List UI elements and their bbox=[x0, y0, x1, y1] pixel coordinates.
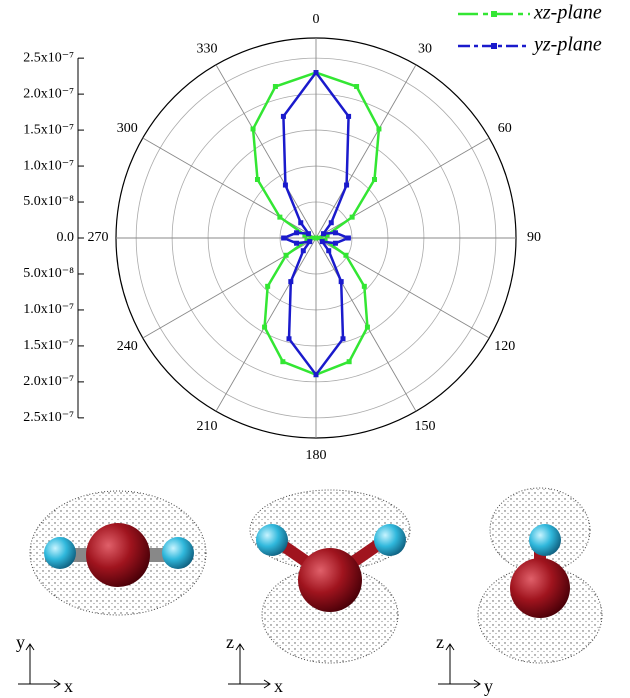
theta-tick-label: 210 bbox=[197, 419, 218, 434]
marker bbox=[343, 253, 348, 258]
marker bbox=[362, 284, 367, 289]
legend-marker bbox=[491, 43, 497, 49]
marker bbox=[321, 231, 326, 236]
legend-marker bbox=[491, 11, 497, 17]
marker bbox=[251, 126, 256, 131]
marker bbox=[333, 241, 338, 246]
theta-tick-label: 0 bbox=[313, 12, 320, 27]
marker bbox=[365, 325, 370, 330]
hydrogen-atom bbox=[44, 537, 76, 569]
marker bbox=[314, 372, 319, 377]
marker bbox=[277, 215, 282, 220]
oxygen-atom bbox=[298, 548, 362, 612]
axis-label: x bbox=[64, 676, 73, 696]
marker bbox=[307, 239, 312, 244]
polar-plot: 0 30 60 90 120 150 180 210 240 270 300 330 0.0 5.0x10… bbox=[23, 12, 541, 463]
marker bbox=[283, 183, 288, 188]
marker bbox=[287, 336, 292, 341]
theta-tick-label: 180 bbox=[306, 448, 327, 463]
marker bbox=[333, 230, 338, 235]
axis-arrow bbox=[228, 644, 270, 688]
marker bbox=[329, 220, 334, 225]
marker bbox=[288, 279, 293, 284]
hydrogen-atom bbox=[374, 524, 406, 556]
r-tick-label: 0.0 bbox=[57, 230, 75, 245]
axis-label: y bbox=[484, 676, 493, 696]
oxygen-atom bbox=[510, 558, 570, 618]
r-tick-label: 1.0x10⁻⁷ bbox=[23, 158, 74, 173]
marker bbox=[281, 236, 286, 241]
r-tick-label: 1.5x10⁻⁷ bbox=[23, 338, 74, 353]
theta-tick-label: 330 bbox=[197, 41, 218, 56]
marker bbox=[376, 126, 381, 131]
theta-tick-label: 120 bbox=[494, 339, 515, 354]
molecule-panels bbox=[30, 488, 602, 663]
hydrogen-atom bbox=[256, 524, 288, 556]
marker bbox=[265, 284, 270, 289]
r-tick-label: 2.0x10⁻⁷ bbox=[23, 86, 74, 101]
theta-tick-label: 240 bbox=[117, 339, 138, 354]
r-tick-label: 2.5x10⁻⁷ bbox=[23, 50, 74, 65]
r-tick-label: 1.0x10⁻⁷ bbox=[23, 302, 74, 317]
legend-label: yz-plane bbox=[532, 34, 602, 56]
marker bbox=[372, 177, 377, 182]
theta-tick-label: 90 bbox=[527, 230, 541, 245]
marker bbox=[350, 215, 355, 220]
r-tick-label: 5.0x10⁻⁸ bbox=[23, 266, 74, 281]
marker bbox=[354, 84, 359, 89]
theta-tick-label: 150 bbox=[415, 419, 436, 434]
marker bbox=[347, 359, 352, 364]
marker bbox=[284, 253, 289, 258]
marker bbox=[320, 239, 325, 244]
axis-label: z bbox=[436, 632, 444, 652]
marker bbox=[346, 236, 351, 241]
marker bbox=[294, 241, 299, 246]
marker bbox=[255, 177, 260, 182]
figure: 0 30 60 90 120 150 180 210 240 270 300 330 0.0 5.0x10… bbox=[0, 0, 630, 698]
theta-tick-label: 60 bbox=[498, 121, 512, 136]
marker bbox=[339, 279, 344, 284]
hydrogen-atom bbox=[162, 537, 194, 569]
hydrogen-atom bbox=[529, 524, 561, 556]
oxygen-atom bbox=[86, 523, 150, 587]
marker bbox=[280, 359, 285, 364]
marker bbox=[301, 248, 306, 253]
marker bbox=[314, 236, 319, 241]
r-tick-label: 5.0x10⁻⁸ bbox=[23, 194, 74, 209]
marker bbox=[326, 248, 331, 253]
axis-label: x bbox=[274, 676, 283, 696]
r-tick-label: 2.0x10⁻⁷ bbox=[23, 374, 74, 389]
axis-arrow bbox=[438, 644, 480, 688]
legend-label: xz-plane bbox=[533, 2, 602, 24]
marker bbox=[262, 325, 267, 330]
marker bbox=[298, 220, 303, 225]
theta-tick-label: 30 bbox=[418, 41, 432, 56]
axis-label: y bbox=[16, 632, 25, 652]
marker bbox=[314, 70, 319, 75]
marker bbox=[346, 114, 351, 119]
r-tick-label: 1.5x10⁻⁷ bbox=[23, 122, 74, 137]
marker bbox=[281, 114, 286, 119]
marker bbox=[340, 336, 345, 341]
theta-tick-label: 270 bbox=[88, 230, 109, 245]
marker bbox=[273, 84, 278, 89]
marker bbox=[344, 183, 349, 188]
theta-tick-label: 300 bbox=[117, 121, 138, 136]
marker bbox=[306, 231, 311, 236]
marker bbox=[294, 230, 299, 235]
axis-label: z bbox=[226, 632, 234, 652]
r-tick-label: 2.5x10⁻⁷ bbox=[23, 410, 74, 425]
